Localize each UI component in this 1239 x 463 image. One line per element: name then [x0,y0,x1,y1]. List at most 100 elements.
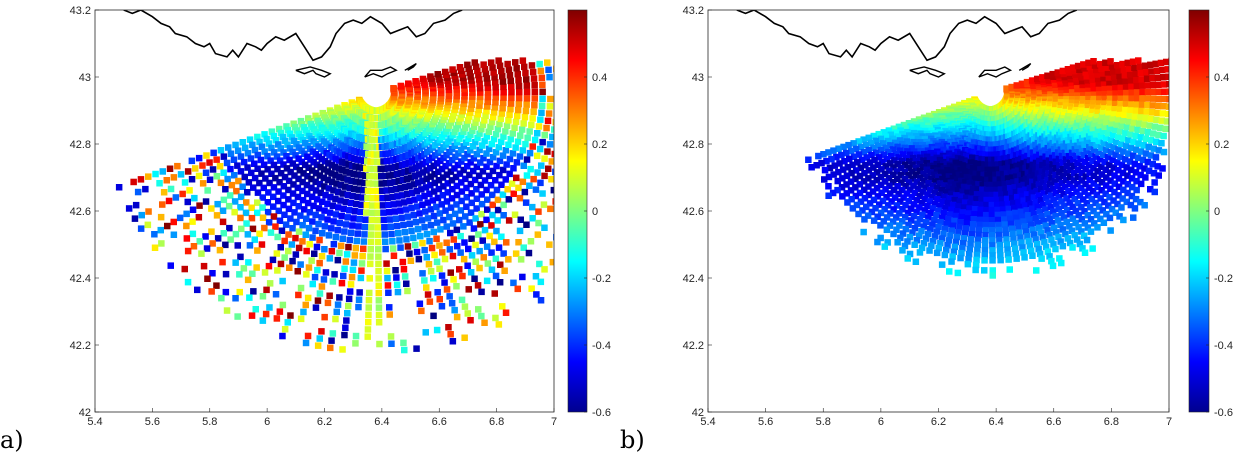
heatmap-cell [620,140,627,147]
heatmap-cell [310,159,317,166]
heatmap-cell [1162,125,1169,133]
heatmap-cell [519,147,527,154]
heatmap-cell [216,246,224,254]
heatmap-cell [1141,62,1149,69]
heatmap-cell [598,213,605,220]
heatmap-cell [988,176,995,184]
heatmap-cell [975,176,983,183]
heatmap-cell [158,240,165,247]
heatmap-cell [410,181,418,188]
heatmap-cell [941,193,948,200]
heatmap-cell [1058,198,1065,205]
heatmap-cell [501,267,508,274]
heatmap-cell [474,134,481,142]
heatmap-cell [505,196,513,203]
heatmap-cell [511,211,519,218]
heatmap-cell [277,170,285,177]
heatmap-cell [318,283,326,290]
heatmap-cell [303,247,310,255]
heatmap-cell [257,156,265,164]
heatmap-cell [1035,164,1043,171]
heatmap-cell [403,236,410,243]
heatmap-cell [1011,184,1018,191]
heatmap-cell [1082,113,1089,121]
heatmap-cell [1079,245,1086,252]
heatmap-cell [356,289,363,296]
heatmap-cell [852,192,860,200]
heatmap-cell [160,189,168,196]
heatmap-cell [488,249,495,256]
heatmap-cell [1100,79,1108,87]
heatmap-cell [1014,219,1021,227]
heatmap-cell [166,165,174,172]
heatmap-cell [1036,208,1043,215]
heatmap-cell [1090,207,1097,215]
heatmap-cell [927,186,934,194]
heatmap-cell [481,117,488,124]
heatmap-cell [461,334,468,341]
heatmap-cell [405,80,412,87]
heatmap-cell [232,141,239,149]
heatmap-cell [546,103,554,110]
heatmap-cell [447,331,454,338]
heatmap-cell [475,71,482,79]
heatmap-cell [1023,207,1030,214]
heatmap-cell [1135,140,1142,147]
heatmap-cell [1166,80,1169,88]
heatmap-cell [489,114,497,121]
heatmap-cell [924,230,932,238]
heatmap-cell [1115,175,1123,182]
heatmap-cell [515,184,522,192]
heatmap-cell [1082,69,1089,76]
heatmap-cell [839,166,847,173]
heatmap-cell [940,230,947,237]
heatmap-cell [1073,188,1080,195]
heatmap-cell [492,94,499,101]
heatmap-cell [472,215,479,222]
heatmap-cell [862,141,870,149]
heatmap-cell [1150,130,1157,137]
heatmap-cell [1006,210,1013,218]
heatmap-cell [1113,121,1120,128]
heatmap-cell [328,225,335,232]
heatmap-cell [489,201,496,209]
heatmap-cell [884,137,892,145]
heatmap-cell [1090,135,1098,142]
heatmap-cell [1055,194,1062,201]
heatmap-cell [1101,158,1108,166]
heatmap-cell [972,170,980,178]
heatmap-cell [537,278,545,286]
heatmap-cell [190,243,198,250]
heatmap-cell [309,167,316,174]
heatmap-cell [446,293,453,300]
heatmap-cell [208,228,215,235]
heatmap-cell [1094,224,1101,231]
heatmap-cell [989,272,996,279]
heatmap-cell [1107,149,1115,156]
heatmap-cell [461,124,469,132]
heatmap-cell [363,165,370,172]
heatmap-cell [1147,137,1155,144]
heatmap-cell [1020,160,1027,167]
heatmap-cell [344,214,351,221]
heatmap-cell [1064,146,1072,153]
heatmap-cell [1020,170,1028,178]
heatmap-cell [328,162,335,169]
heatmap-cell [311,250,318,257]
heatmap-cell [375,246,382,253]
heatmap-cell [473,195,481,202]
heatmap-cell [406,220,413,227]
heatmap-cell [312,169,320,177]
heatmap-cell [865,175,872,182]
heatmap-cell [943,160,950,168]
heatmap-cell [926,247,933,254]
heatmap-cell [484,84,492,91]
heatmap-cell [1100,74,1107,82]
heatmap-cell [1086,143,1093,151]
heatmap-cell [825,183,832,190]
heatmap-cell [863,154,870,161]
heatmap-cell [1007,169,1015,176]
heatmap-cell [1128,175,1136,182]
heatmap-cell [1112,138,1120,146]
heatmap-cell [541,172,548,180]
